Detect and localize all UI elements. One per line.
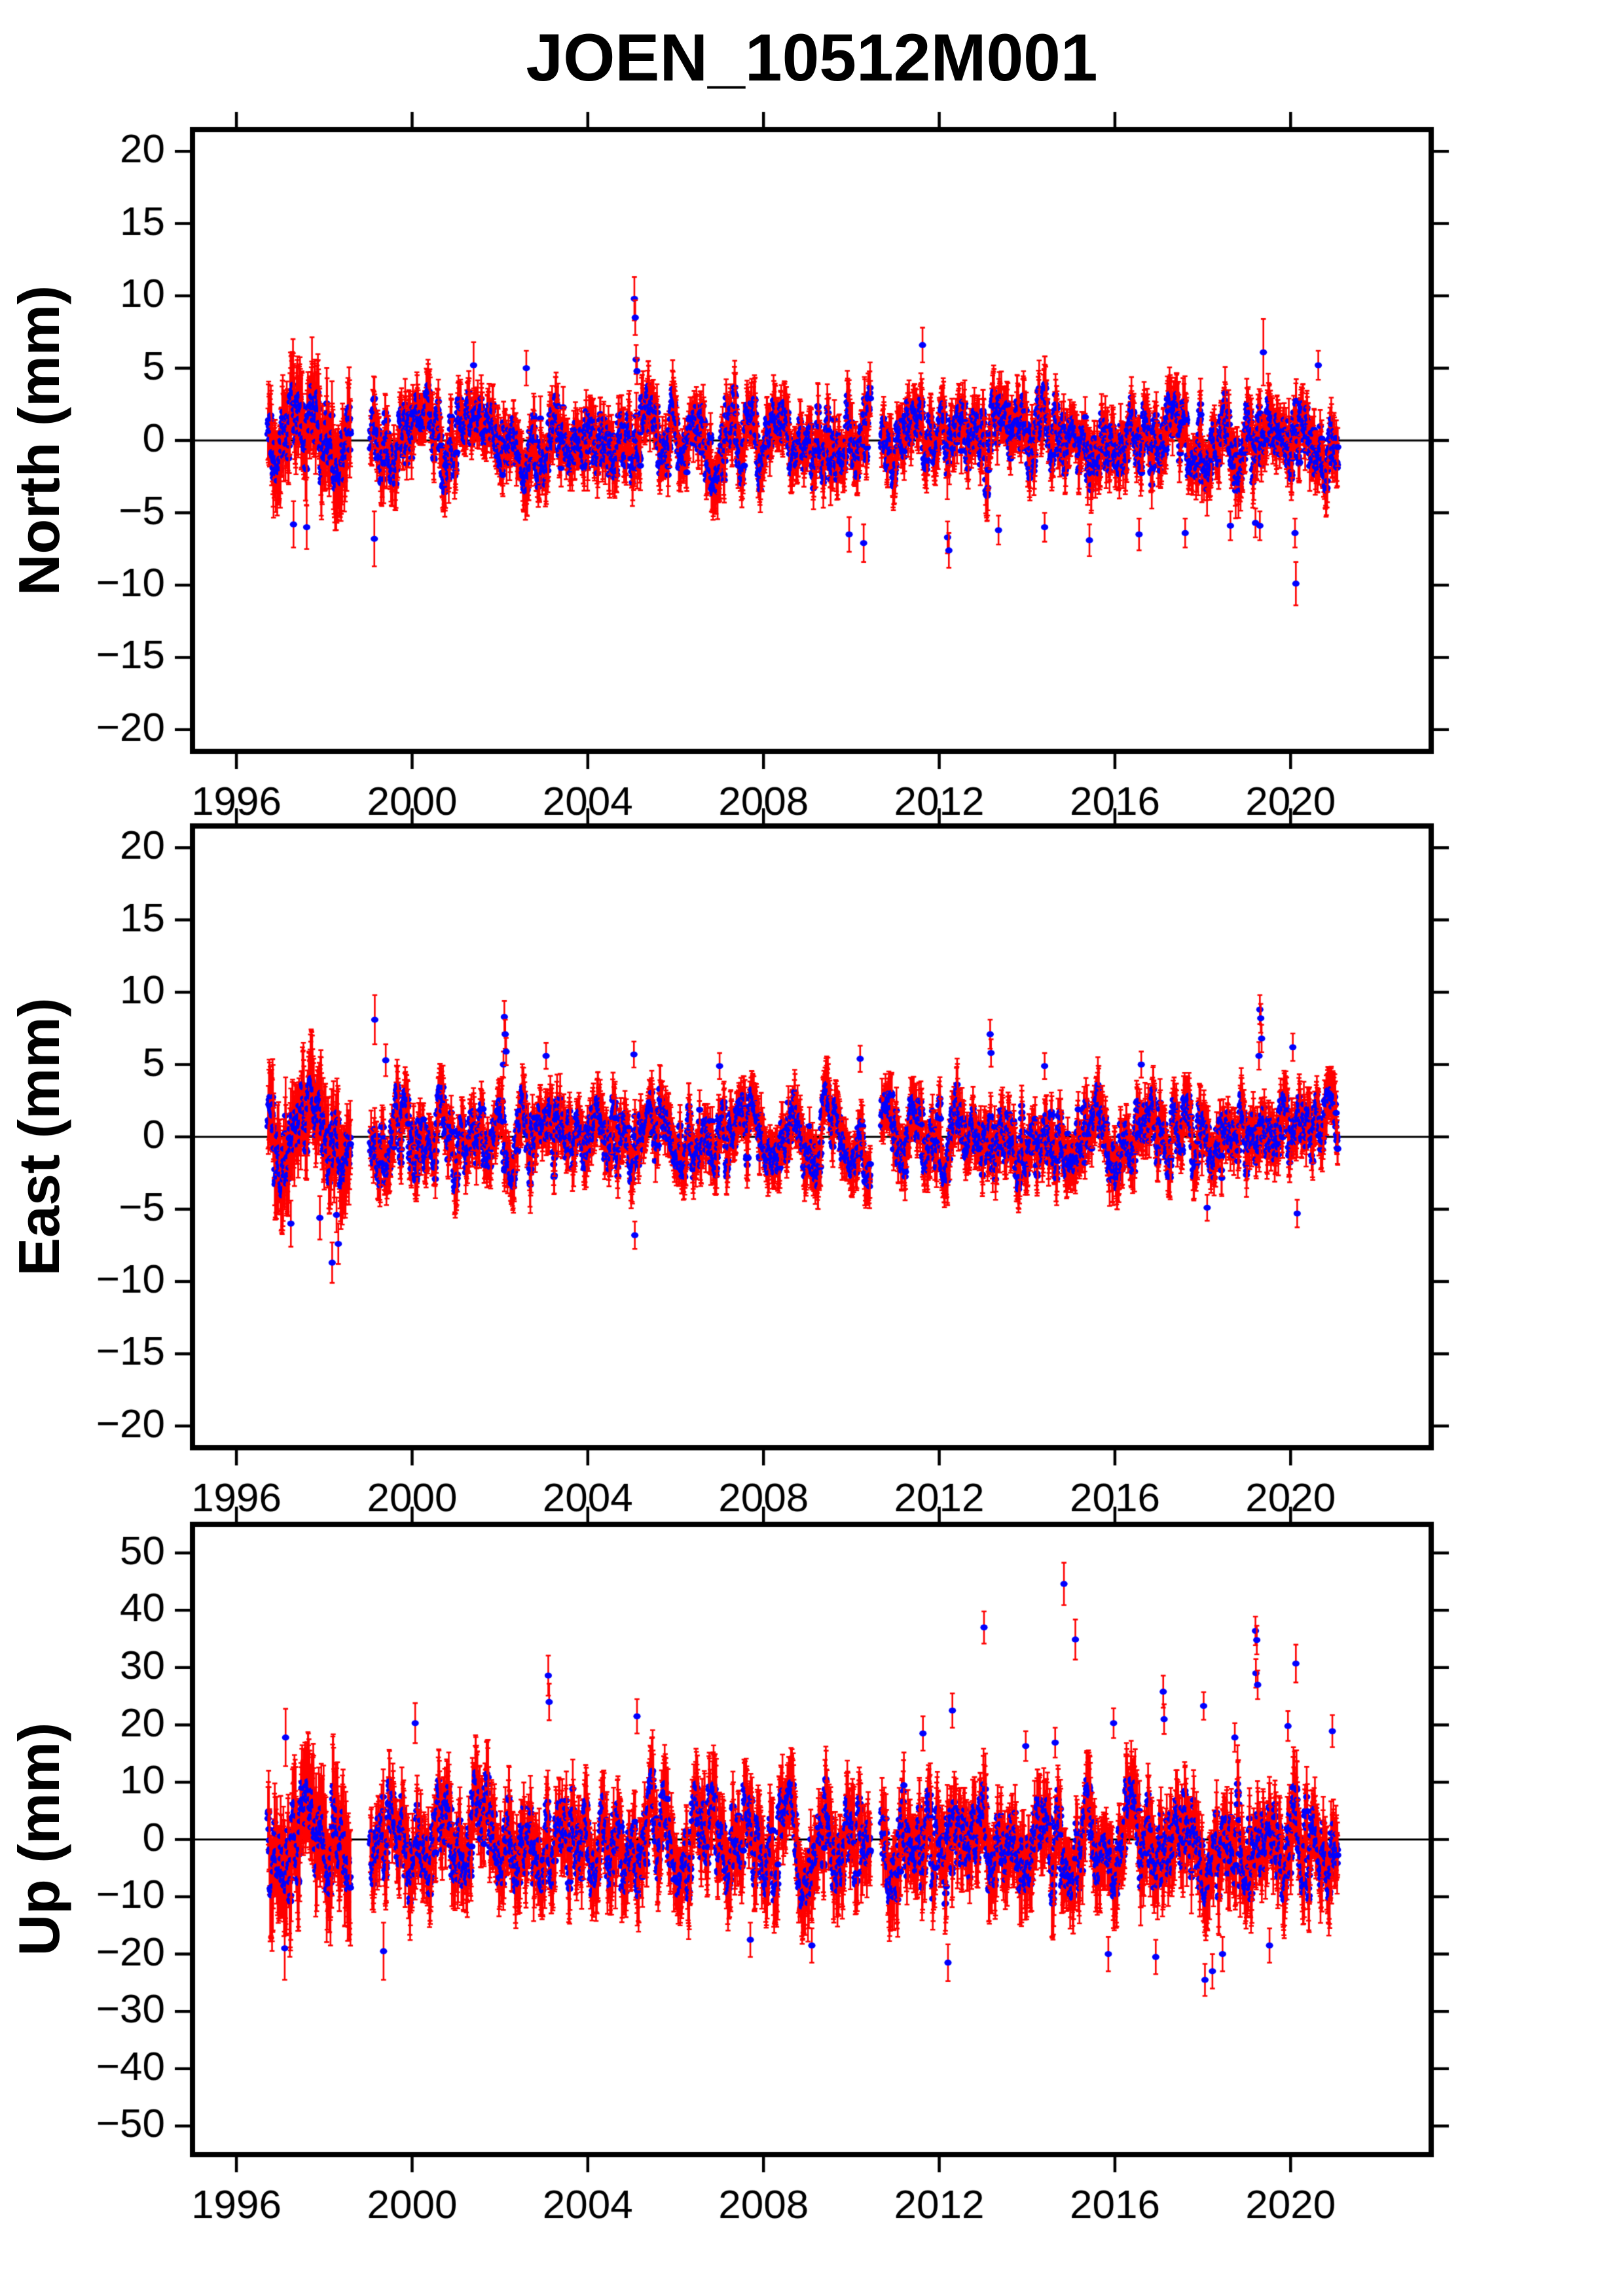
- north-axis-title: North (mm): [7, 285, 71, 596]
- up-axis-title: Up (mm): [7, 1722, 71, 1956]
- east-axis-title: East (mm): [7, 997, 71, 1276]
